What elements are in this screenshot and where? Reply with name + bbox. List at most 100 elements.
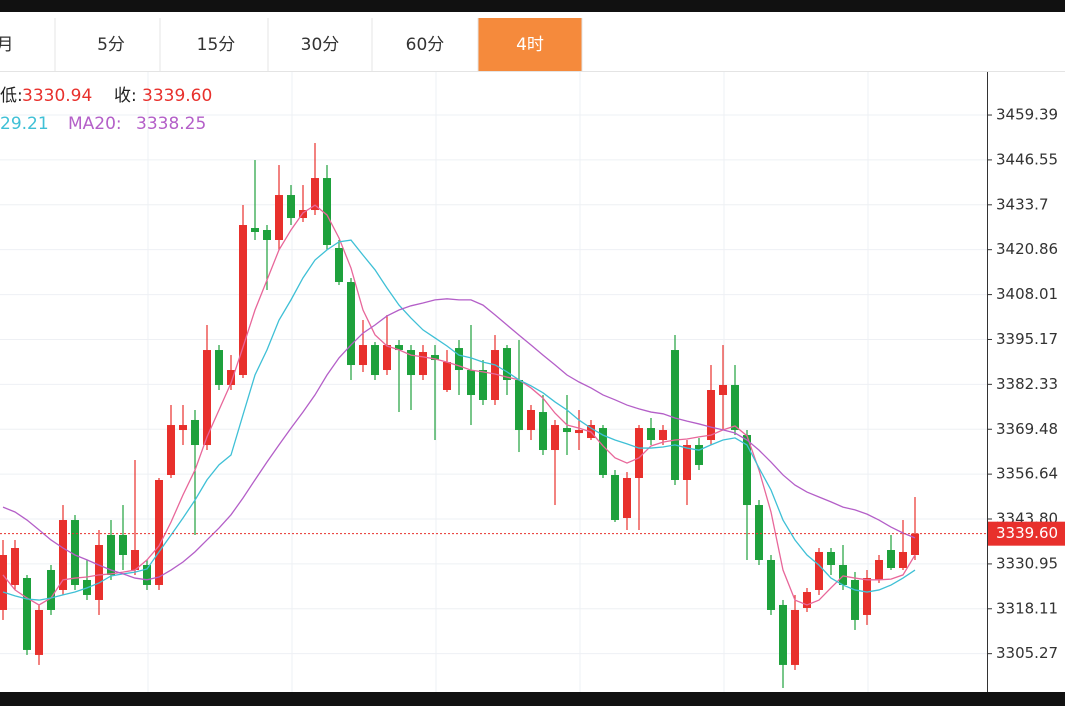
candle-body: [827, 551, 835, 565]
tab[interactable]: 60分: [406, 35, 445, 55]
tab-background: [55, 18, 160, 71]
candle-body: [407, 350, 415, 376]
candle-body: [563, 428, 571, 433]
y-tick-label: 3318.11: [996, 599, 1058, 617]
candle-body: [239, 225, 247, 376]
candle-body: [251, 228, 259, 232]
candle-body: [11, 548, 19, 585]
candle-body: [395, 345, 403, 351]
candle-body: [647, 428, 655, 441]
y-tick-label: 3408.01: [996, 285, 1058, 303]
y-axis: 3459.39 3446.55 3433.7 3420.86 3408.01 3395.1…: [987, 72, 1058, 692]
y-tick-label: 3446.55: [996, 150, 1058, 168]
candle-body: [671, 350, 679, 480]
candle-body: [539, 412, 547, 451]
candle-body: [383, 345, 391, 371]
candle-body: [359, 345, 367, 366]
candle-body: [311, 178, 319, 211]
candle-body: [779, 604, 787, 665]
candle-body: [23, 577, 31, 650]
candle-body: [899, 551, 907, 568]
candle-body: [323, 178, 331, 245]
candle-body: [215, 350, 223, 386]
candle-body: [611, 475, 619, 521]
candle-body: [803, 592, 811, 608]
candle-body: [623, 478, 631, 519]
candle-body: [95, 545, 103, 600]
tab-background: [0, 18, 55, 71]
y-tick-label: 3330.95: [996, 554, 1058, 572]
bottom-bar: [0, 692, 1065, 706]
candle-body: [599, 428, 607, 475]
candle-body: [635, 428, 643, 479]
tab[interactable]: 4时: [516, 35, 544, 55]
candle-body: [107, 535, 115, 575]
candle-body: [755, 505, 763, 560]
candle-body: [767, 559, 775, 610]
candle-body: [119, 535, 127, 555]
candle-body: [875, 559, 883, 580]
candle-body: [707, 390, 715, 441]
candle-body: [71, 520, 79, 585]
candle-body: [263, 230, 271, 241]
candle-body: [419, 352, 427, 376]
candle-body: [719, 385, 727, 396]
candle-body: [287, 195, 295, 219]
candle-body: [179, 425, 187, 431]
candle-body: [911, 533, 919, 555]
y-tick-label: 3356.64: [996, 465, 1058, 483]
candle-body: [47, 569, 55, 610]
readout-text: 3330.94: [22, 86, 92, 106]
candle-body: [155, 479, 163, 585]
tab[interactable]: 30分: [301, 35, 340, 55]
candle-body: [839, 564, 847, 585]
readout-text: MA20:: [68, 114, 122, 134]
candle-body: [887, 550, 895, 568]
last-price-label: 3339.60: [996, 524, 1058, 542]
last-price-box: [988, 521, 1065, 546]
tab[interactable]: 5分: [97, 35, 125, 55]
candle-body: [227, 370, 235, 386]
y-tick-label: 3459.39: [996, 106, 1058, 124]
candle-body: [299, 210, 307, 219]
candle-body: [491, 350, 499, 400]
candle-body: [815, 551, 823, 590]
candle-body: [131, 550, 139, 570]
candle-body: [731, 385, 739, 431]
candle-body: [371, 345, 379, 376]
tab[interactable]: 15分: [197, 35, 236, 55]
readout-text: 低:: [0, 86, 23, 106]
candle-body: [443, 362, 451, 391]
candle-body: [743, 435, 751, 506]
tab-background: [372, 18, 478, 71]
moving-average-line: [2, 204, 916, 606]
readout: 低: 3330.94 收: 3339.60 29.21 MA20: 3338.2…: [0, 86, 212, 134]
readout-text: 3339.60: [142, 86, 212, 106]
candle-body: [791, 609, 799, 665]
readout-text: 29.21: [0, 114, 49, 134]
candle-body: [683, 445, 691, 480]
candle-body: [863, 577, 871, 615]
candle-body: [203, 350, 211, 446]
readout-text: 3338.25: [136, 114, 206, 134]
y-tick-label: 3420.86: [996, 240, 1058, 258]
tab-background: [160, 18, 268, 71]
candle-body: [851, 579, 859, 620]
top-bar: [0, 0, 1065, 12]
candle-body: [515, 380, 523, 431]
candle-body: [347, 282, 355, 366]
y-tick-label: 3305.27: [996, 644, 1058, 662]
candle-body: [167, 425, 175, 475]
tab[interactable]: 月: [0, 35, 14, 55]
candle-body: [59, 520, 67, 590]
moving-average-line: [2, 239, 916, 601]
last-price: 3339.60: [0, 521, 1065, 546]
plot: [0, 143, 919, 688]
readout-text: 收:: [114, 86, 137, 106]
moving-average-line: [2, 298, 916, 581]
tab-bar: 月 5分 15分 30分 60分 4时: [0, 18, 1065, 72]
y-tick-label: 3382.33: [996, 375, 1058, 393]
candle-body: [143, 564, 151, 585]
candle-body: [503, 348, 511, 381]
